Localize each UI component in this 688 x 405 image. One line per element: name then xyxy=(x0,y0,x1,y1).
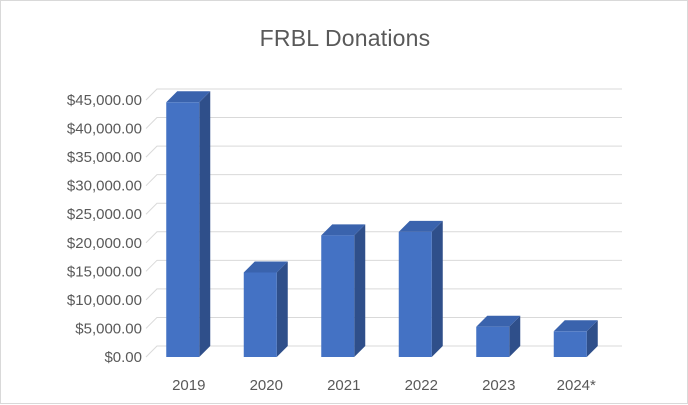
gridline xyxy=(145,145,622,158)
bar-front-face xyxy=(321,235,355,357)
y-tick-label: $5,000.00 xyxy=(75,320,142,337)
bar-front-face xyxy=(243,272,277,357)
y-tick-label: $30,000.00 xyxy=(67,178,142,195)
bar-front-face xyxy=(166,102,200,357)
gridline xyxy=(145,231,622,244)
x-tick-label: 2021 xyxy=(327,377,360,394)
bar-front-face xyxy=(476,326,510,357)
y-tick-label: $15,000.00 xyxy=(67,263,142,280)
bar-side-face xyxy=(276,261,288,357)
bar-side-face xyxy=(199,91,211,357)
x-tick-label: 2023 xyxy=(482,377,515,394)
y-tick-label: $35,000.00 xyxy=(67,149,142,166)
y-tick-label: $20,000.00 xyxy=(67,235,142,252)
gridline xyxy=(145,316,622,329)
bar-top-face xyxy=(553,320,598,332)
bar-top-face xyxy=(398,220,443,232)
gridline xyxy=(145,259,622,272)
y-axis-tick-labels: $0.00 $5,000.00 $10,000.00 $15,000.00 $20,00… xyxy=(67,92,142,366)
gridline xyxy=(145,88,622,101)
gridlines xyxy=(145,88,622,358)
y-tick-label: $45,000.00 xyxy=(67,92,142,109)
y-tick-label: $25,000.00 xyxy=(67,206,142,223)
bar-side-face xyxy=(509,315,521,357)
x-tick-label: 2020 xyxy=(250,377,283,394)
bar-front-face xyxy=(553,331,587,357)
bar-side-face xyxy=(586,320,598,357)
bar-top-face xyxy=(476,315,521,327)
x-tick-label: 2022 xyxy=(405,377,438,394)
bar-front-face xyxy=(398,231,432,357)
y-tick-label: $0.00 xyxy=(104,349,142,366)
floor-gridline xyxy=(145,345,622,358)
bar xyxy=(398,220,443,357)
gridline xyxy=(145,117,622,129)
bar xyxy=(321,224,366,357)
bar-side-face xyxy=(354,224,366,357)
bar-side-face xyxy=(431,220,443,357)
bar-top-face xyxy=(166,91,211,103)
bar xyxy=(243,261,288,357)
x-axis-tick-labels: 2019 2020 2021 2022 2023 2024* xyxy=(172,377,596,394)
bars xyxy=(166,91,598,357)
bar-top-face xyxy=(321,224,366,236)
bar-top-face xyxy=(243,261,288,273)
chart-title: FRBL Donations xyxy=(259,25,431,51)
bar xyxy=(166,91,211,357)
x-tick-label: 2019 xyxy=(172,377,205,394)
gridline xyxy=(145,288,622,301)
y-tick-label: $40,000.00 xyxy=(67,121,142,138)
bar xyxy=(476,315,521,357)
gridline xyxy=(145,202,622,215)
x-tick-label: 2024* xyxy=(557,377,596,394)
gridline xyxy=(145,174,622,187)
y-tick-label: $10,000.00 xyxy=(67,292,142,309)
bar xyxy=(553,320,598,357)
